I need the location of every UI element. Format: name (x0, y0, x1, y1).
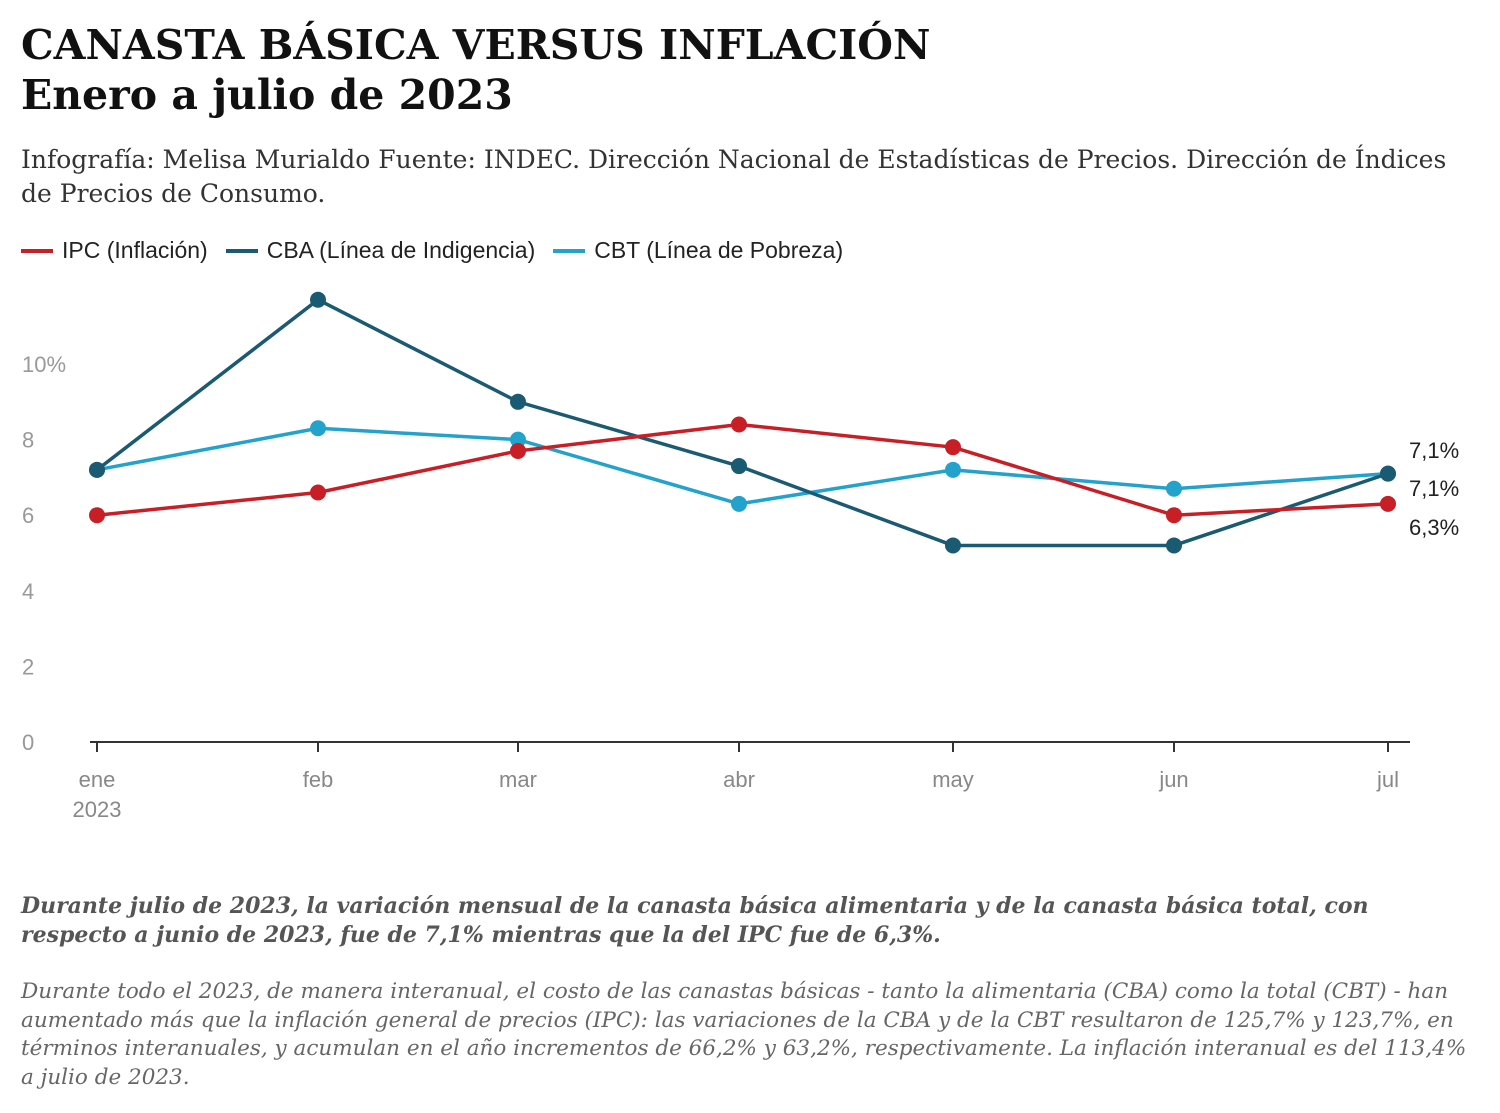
data-point (89, 461, 105, 478)
legend-item-cba: CBA (Línea de Indigencia) (225, 237, 536, 264)
data-point (945, 537, 961, 554)
data-point (310, 420, 326, 437)
legend-label: IPC (Inflación) (62, 237, 208, 263)
data-point (510, 393, 526, 410)
data-point (1166, 507, 1182, 524)
y-tick-label: 6 (22, 503, 34, 528)
x-tick-label: mar (499, 767, 537, 792)
subtitle: Enero a julio de 2023 (21, 71, 513, 119)
y-tick-label: 8 (22, 428, 34, 453)
x-tick-sublabel: 2023 (73, 797, 122, 822)
data-point (945, 461, 961, 478)
legend-label: CBT (Línea de Pobreza) (594, 237, 844, 263)
data-point (731, 495, 747, 512)
legend-item-cbt: CBT (Línea de Pobreza) (553, 237, 843, 264)
legend-swatch (225, 248, 258, 253)
end-label: 7,1% (1409, 438, 1459, 463)
end-label: 7,1% (1409, 476, 1459, 501)
data-point (510, 442, 526, 459)
data-point (310, 484, 326, 501)
x-tick-label: jun (1158, 767, 1188, 792)
x-tick-label: ene (79, 767, 116, 792)
chart-title: CANASTA BÁSICA VERSUS INFLACIÓN Enero a j… (21, 20, 930, 120)
legend-item-ipc: IPC (Inflación) (21, 237, 208, 264)
legend-swatch (553, 248, 586, 253)
x-tick-label: jul (1376, 767, 1399, 792)
data-point (945, 439, 961, 456)
data-point (731, 416, 747, 433)
data-point (510, 431, 526, 448)
end-label: 6,3% (1409, 515, 1459, 540)
data-point (310, 291, 326, 308)
data-point (1166, 480, 1182, 497)
y-tick-label: 2 (22, 654, 34, 679)
data-point (89, 507, 105, 524)
title: CANASTA BÁSICA VERSUS INFLACIÓN (21, 21, 931, 69)
x-tick-label: abr (723, 767, 755, 792)
data-point (1166, 537, 1182, 554)
y-tick-label: 10% (22, 352, 66, 377)
data-point (731, 458, 747, 475)
data-point (1380, 495, 1396, 512)
legend-label: CBA (Línea de Indigencia) (266, 237, 536, 263)
note-body: Durante todo el 2023, de manera interanu… (21, 979, 1467, 1090)
note-highlight: Durante julio de 2023, la variación mens… (21, 893, 1369, 948)
legend: IPC (Inflación) CBA (Línea de Indigencia… (21, 237, 843, 264)
y-tick-label: 0 (22, 730, 34, 755)
line-chart: 0 2 4 6 8 10% ene feb mar abr may jun jul 2023 7,1% 7,1… (22, 291, 1459, 822)
data-point (1380, 465, 1396, 482)
x-tick-label: feb (303, 767, 334, 792)
credits: Infografía: Melisa Murialdo Fuente: INDE… (21, 145, 1447, 208)
legend-swatch (21, 248, 53, 253)
x-tick-label: may (932, 767, 974, 792)
y-tick-label: 4 (22, 579, 34, 604)
